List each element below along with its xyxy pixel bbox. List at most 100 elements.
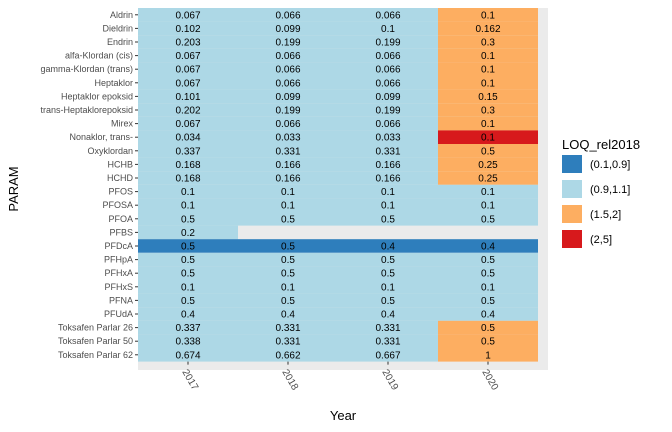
legend-item-label: (1.5,2] [590, 209, 621, 221]
heatmap-cell [338, 130, 438, 144]
cell-value-label: 0.166 [275, 160, 300, 171]
cell-value-label: 0.337 [175, 323, 200, 334]
heatmap-cell [438, 116, 538, 131]
cell-value-label: 0.25 [478, 174, 498, 185]
y-tick-label: Heptaklor epoksid [61, 91, 133, 101]
heatmap-cell [138, 252, 238, 267]
heatmap-cell [438, 103, 538, 117]
heatmap-cell [438, 198, 538, 212]
heatmap-cell [438, 239, 538, 253]
cell-value-label: 0.5 [281, 242, 295, 253]
cell-value-label: 0.1 [481, 119, 495, 130]
cell-value-label: 0.5 [481, 296, 495, 307]
heatmap-cell-labels: 0.067 0.066 0.066 0.10.102 0.099 0.1 0.1620.20… [175, 10, 500, 361]
heatmap-cell [238, 62, 338, 76]
cell-value-label: 0.1 [481, 133, 495, 144]
heatmap-cell [438, 348, 538, 362]
heatmap-cell [438, 76, 538, 90]
cell-value-label: 0.331 [275, 337, 300, 348]
heatmap-cell [238, 307, 338, 321]
cell-value-label: 0.331 [375, 146, 400, 157]
cell-value-label: 0.199 [275, 38, 300, 49]
cell-value-label: 0.4 [381, 242, 395, 253]
heatmap-cell [138, 348, 238, 362]
cell-value-label: 0.15 [478, 92, 498, 103]
heatmap-cell [438, 89, 538, 104]
heatmap-cell [138, 130, 238, 144]
cell-value-label: 0.25 [478, 160, 498, 171]
heatmap-cell [438, 212, 538, 226]
heatmap-cell [238, 212, 338, 226]
y-tick-label: PFOSA [102, 200, 133, 210]
cell-value-label: 0.166 [375, 160, 400, 171]
y-tick-label: Aldrin [110, 10, 133, 20]
heatmap-cell [338, 212, 438, 226]
cell-value-label: 0.331 [275, 323, 300, 334]
y-tick-label: trans-Heptaklorepoksid [40, 105, 133, 115]
heatmap-cell [138, 62, 238, 76]
heatmap-cell [138, 103, 238, 117]
heatmap-cell [238, 184, 338, 199]
heatmap-cell [138, 266, 238, 280]
legend-item-label: (2,5] [590, 234, 612, 246]
cell-value-label: 0.5 [481, 337, 495, 348]
cell-value-label: 0.5 [481, 323, 495, 334]
heatmap-cell [438, 144, 538, 158]
heatmap-cell [438, 293, 538, 308]
cell-value-label: 0.2 [181, 228, 195, 239]
heatmap-cell [238, 76, 338, 90]
heatmap-cell [338, 157, 438, 172]
y-tick-label: Oxyklordan [87, 146, 133, 156]
cell-value-label: 0.1 [481, 78, 495, 89]
x-axis-title: Year [330, 408, 357, 423]
heatmap-cell [438, 334, 538, 348]
y-tick-label: PFUdA [104, 309, 133, 319]
cell-value-label: 0.331 [375, 323, 400, 334]
cell-value-label: 0.199 [375, 106, 400, 117]
y-tick-label: Dieldrin [102, 23, 133, 33]
heatmap-cell [238, 89, 338, 104]
legend: LOQ_rel2018 (0.1,0.9] (0.9,1.1] (1.5,2] (2,… [562, 137, 640, 248]
cell-value-label: 0.5 [281, 255, 295, 266]
cell-value-label: 0.202 [175, 106, 200, 117]
heatmap-cell [238, 116, 338, 131]
heatmap-cell [438, 21, 538, 36]
y-tick-label: PFBS [109, 227, 133, 237]
cell-value-label: 0.099 [375, 92, 400, 103]
cell-value-label: 0.5 [481, 214, 495, 225]
heatmap-cell [438, 171, 538, 185]
cell-value-label: 0.4 [481, 310, 495, 321]
heatmap-cell [438, 184, 538, 199]
heatmap-cell [238, 348, 338, 362]
cell-value-label: 0.662 [275, 350, 300, 361]
cell-value-label: 0.338 [175, 337, 200, 348]
heatmap-cell [438, 252, 538, 267]
heatmap-cell [138, 212, 238, 226]
cell-value-label: 0.5 [181, 269, 195, 280]
cell-value-label: 0.166 [275, 174, 300, 185]
cell-value-label: 0.1 [181, 201, 195, 212]
cell-value-label: 0.1 [481, 201, 495, 212]
cell-value-label: 0.1 [481, 10, 495, 21]
heatmap-cell [138, 239, 238, 253]
cell-value-label: 0.199 [275, 106, 300, 117]
heatmap-cell [138, 35, 238, 49]
cell-value-label: 0.1 [381, 282, 395, 293]
heatmap-cell [138, 280, 238, 294]
cell-value-label: 0.066 [375, 65, 400, 76]
cell-value-label: 0.101 [175, 92, 200, 103]
legend-swatch [562, 230, 582, 248]
cell-value-label: 0.066 [375, 119, 400, 130]
y-axis-ticks: Aldrin Dieldrin Endrin alfa-Klordan (cis) ga… [40, 10, 138, 360]
cell-value-label: 0.168 [175, 174, 200, 185]
heatmap-cell [138, 144, 238, 158]
cell-value-label: 0.5 [181, 214, 195, 225]
heatmap-cell [238, 157, 338, 172]
heatmap-cell [138, 334, 238, 348]
cell-value-label: 0.1 [481, 65, 495, 76]
y-tick-label: Endrin [107, 37, 133, 47]
x-tick-label: 2019 [379, 368, 400, 393]
y-tick-label: PFOS [108, 187, 133, 197]
legend-swatch [562, 155, 582, 173]
cell-value-label: 0.099 [275, 24, 300, 35]
